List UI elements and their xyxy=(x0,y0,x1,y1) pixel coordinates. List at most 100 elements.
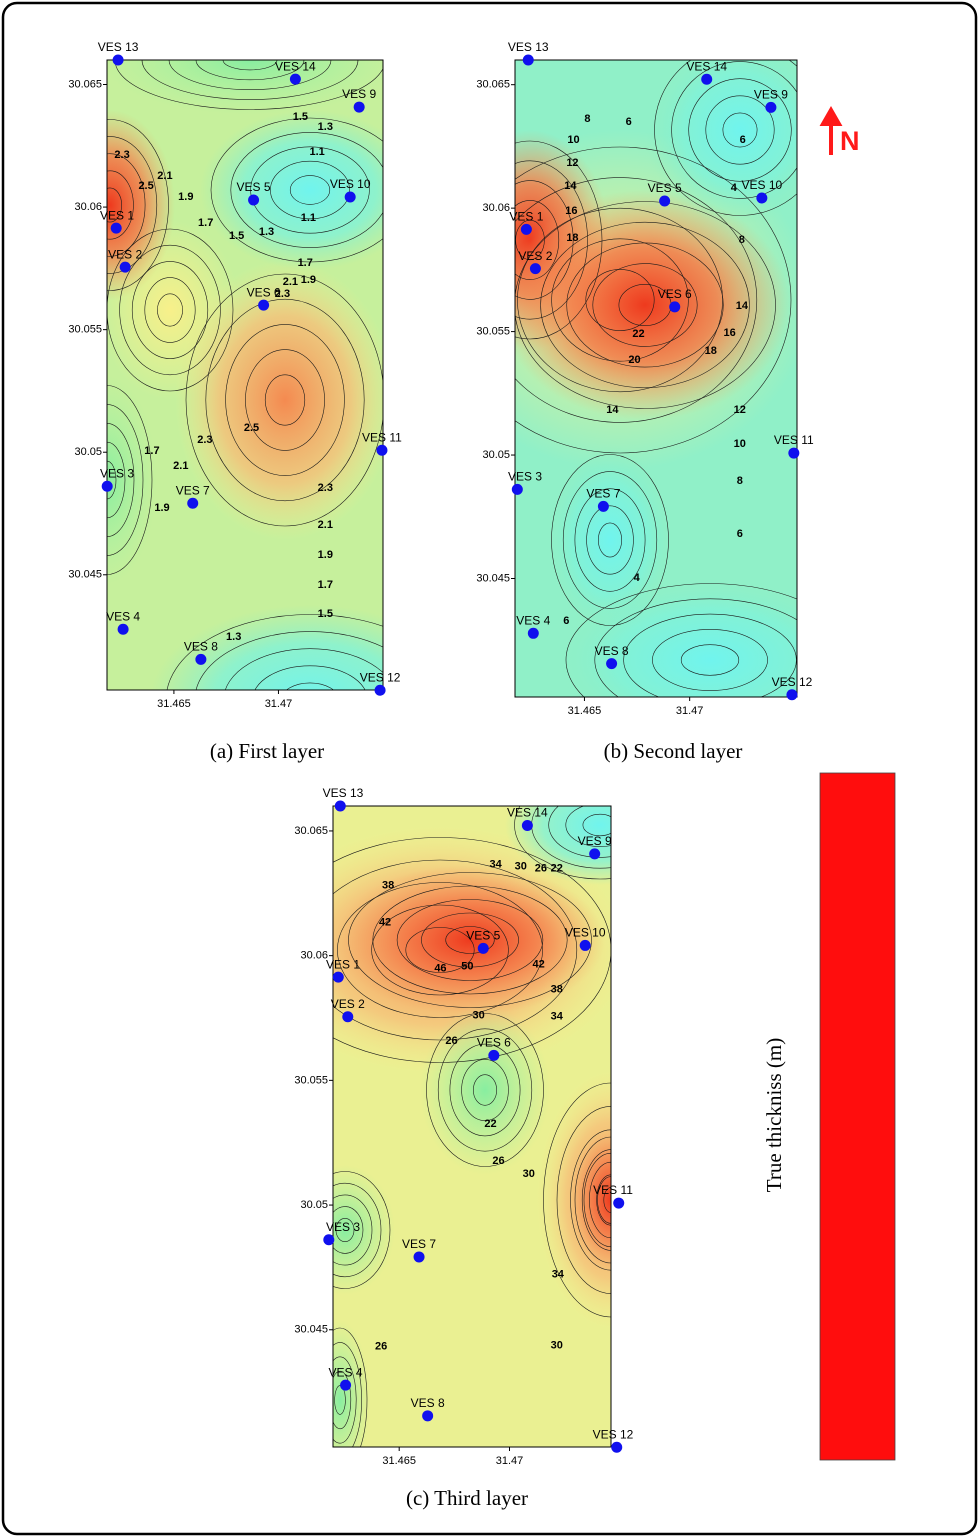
plot-frame xyxy=(514,59,798,698)
contour-line xyxy=(514,806,611,880)
contour-line xyxy=(371,904,509,996)
contour-line xyxy=(270,160,350,220)
y-tick-label: 30.055 xyxy=(476,325,510,337)
contour-label: 4 xyxy=(634,572,641,584)
ves-label: VES 8 xyxy=(595,644,629,658)
contour-label: 22 xyxy=(551,862,563,874)
contour-label: 42 xyxy=(379,916,391,928)
contour-line xyxy=(157,293,183,327)
ves-point xyxy=(786,689,798,701)
ves-label: VES 8 xyxy=(411,1396,445,1410)
panel-c-field xyxy=(333,806,611,1447)
north-label: N xyxy=(840,126,860,156)
ves-label: VES 4 xyxy=(516,613,550,627)
ves-point xyxy=(522,54,534,66)
contour-line xyxy=(264,374,306,426)
contour-line xyxy=(515,219,545,261)
contour-label: 50 xyxy=(461,961,473,973)
contour-line xyxy=(144,277,196,343)
ves-point xyxy=(195,653,207,665)
ves-label: VES 3 xyxy=(100,466,134,480)
contour-line xyxy=(107,136,158,274)
contour-line xyxy=(225,324,345,476)
field-blob xyxy=(420,1005,550,1175)
contour-line xyxy=(592,263,698,347)
ves-point xyxy=(597,500,609,512)
contour-line xyxy=(623,613,797,697)
contour-line xyxy=(333,1370,352,1430)
y-tick-label: 30.06 xyxy=(482,202,510,214)
contour-line xyxy=(515,140,603,340)
ves-point xyxy=(112,54,124,66)
contour-line xyxy=(574,1136,611,1264)
ves-point xyxy=(110,222,122,234)
field-blob xyxy=(515,190,790,420)
contour-line xyxy=(548,806,611,858)
ves-point xyxy=(477,942,489,954)
plot-frame xyxy=(106,59,384,691)
x-tick-label: 31.465 xyxy=(568,705,602,717)
ves-point xyxy=(323,1234,335,1246)
contour-label: 2.1 xyxy=(173,460,188,472)
ves-point xyxy=(788,447,800,459)
contour-label: 2.5 xyxy=(244,422,259,434)
ves-label: VES 7 xyxy=(586,487,620,501)
field-blob xyxy=(335,865,605,1015)
ves-point xyxy=(529,263,541,275)
contour-line xyxy=(472,1074,497,1106)
contour-label: 16 xyxy=(565,205,577,217)
contour-line xyxy=(570,1129,611,1271)
ves-label: VES 13 xyxy=(98,40,139,54)
ves-label: VES 13 xyxy=(323,786,364,800)
contour-label: 1.9 xyxy=(318,549,333,561)
y-tick-label: 30.065 xyxy=(476,79,510,91)
contour-line xyxy=(582,813,611,837)
contour-line xyxy=(333,859,578,1041)
contour-line xyxy=(333,1327,368,1447)
ves-label: VES 8 xyxy=(184,640,218,654)
contour-line xyxy=(421,912,519,968)
contour-line xyxy=(195,60,305,81)
contour-line xyxy=(210,117,383,263)
ves-label: VES 4 xyxy=(106,609,140,623)
contour-label: 1.9 xyxy=(178,191,193,203)
ves-point xyxy=(611,1441,623,1453)
contour-line xyxy=(333,1171,391,1289)
contour-line xyxy=(250,146,370,234)
contour-line xyxy=(594,598,797,697)
ves-point xyxy=(701,73,713,85)
contour-label: 14 xyxy=(564,180,577,192)
y-tick-label: 30.055 xyxy=(68,324,102,336)
ves-point xyxy=(579,939,591,951)
contour-line xyxy=(337,882,543,1018)
contour-line xyxy=(566,242,724,368)
contour-line xyxy=(107,187,122,223)
contour-line xyxy=(445,926,495,954)
contour-line xyxy=(230,132,383,248)
panel-caption: (c) Third layer xyxy=(406,1486,528,1510)
contour-line xyxy=(574,488,646,592)
contour-line xyxy=(335,1218,355,1243)
contour-line xyxy=(107,404,144,556)
colorbar xyxy=(819,772,896,1461)
contour-label: 18 xyxy=(566,232,578,244)
contour-label: 2.5 xyxy=(138,180,153,192)
ves-point xyxy=(119,261,131,273)
contour-label: 2.1 xyxy=(157,170,172,182)
panel-a-field xyxy=(107,60,383,690)
ves-point xyxy=(413,1251,425,1263)
contour-label: 16 xyxy=(724,327,736,339)
contour-line xyxy=(372,885,568,995)
contour-label: 14 xyxy=(736,300,749,312)
contour-line xyxy=(515,160,588,320)
ves-point xyxy=(117,623,129,635)
plot-frame xyxy=(332,805,612,1448)
contour-line xyxy=(589,1161,611,1239)
contour-label: 22 xyxy=(632,328,644,340)
contour-line xyxy=(654,60,797,216)
ves-point xyxy=(659,195,671,207)
contour-label: 2.1 xyxy=(318,519,333,531)
ves-label: VES 1 xyxy=(509,210,543,224)
contour-label: 12 xyxy=(566,157,578,169)
